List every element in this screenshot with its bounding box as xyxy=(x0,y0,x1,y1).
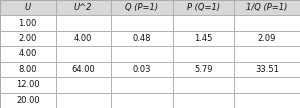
Bar xyxy=(172,93,234,108)
Text: P (Q=1): P (Q=1) xyxy=(187,3,220,12)
Bar xyxy=(56,62,111,77)
Bar xyxy=(56,77,111,93)
Bar xyxy=(172,0,234,15)
Bar xyxy=(172,31,234,46)
Text: 4.00: 4.00 xyxy=(19,49,37,59)
Text: 1.45: 1.45 xyxy=(194,34,212,43)
Bar xyxy=(172,15,234,31)
Bar xyxy=(111,31,172,46)
Bar xyxy=(234,62,300,77)
Bar xyxy=(234,15,300,31)
Text: 12.00: 12.00 xyxy=(16,80,40,89)
Bar xyxy=(234,46,300,62)
Text: 0.48: 0.48 xyxy=(133,34,151,43)
Bar xyxy=(56,93,111,108)
Bar xyxy=(111,0,172,15)
Bar xyxy=(56,0,111,15)
Text: 0.03: 0.03 xyxy=(133,65,151,74)
Bar xyxy=(0,77,56,93)
Bar xyxy=(56,31,111,46)
Text: 5.79: 5.79 xyxy=(194,65,212,74)
Bar xyxy=(172,77,234,93)
Bar xyxy=(0,46,56,62)
Bar xyxy=(0,62,56,77)
Bar xyxy=(234,31,300,46)
Bar xyxy=(111,77,172,93)
Text: 4.00: 4.00 xyxy=(74,34,92,43)
Bar xyxy=(111,15,172,31)
Bar xyxy=(0,93,56,108)
Text: 33.51: 33.51 xyxy=(255,65,279,74)
Bar xyxy=(172,46,234,62)
Text: U^2: U^2 xyxy=(74,3,92,12)
Bar xyxy=(111,93,172,108)
Bar xyxy=(56,46,111,62)
Bar xyxy=(234,93,300,108)
Text: 8.00: 8.00 xyxy=(19,65,37,74)
Text: 1/Q (P=1): 1/Q (P=1) xyxy=(246,3,288,12)
Bar xyxy=(111,62,172,77)
Bar xyxy=(56,15,111,31)
Bar xyxy=(111,46,172,62)
Text: U: U xyxy=(25,3,31,12)
Bar xyxy=(0,15,56,31)
Text: 20.00: 20.00 xyxy=(16,96,40,105)
Text: 2.00: 2.00 xyxy=(19,34,37,43)
Text: 2.09: 2.09 xyxy=(258,34,276,43)
Bar xyxy=(234,0,300,15)
Bar xyxy=(172,62,234,77)
Text: Q (P=1): Q (P=1) xyxy=(125,3,158,12)
Bar xyxy=(0,0,56,15)
Bar xyxy=(234,77,300,93)
Text: 64.00: 64.00 xyxy=(71,65,95,74)
Bar xyxy=(0,31,56,46)
Text: 1.00: 1.00 xyxy=(19,19,37,28)
